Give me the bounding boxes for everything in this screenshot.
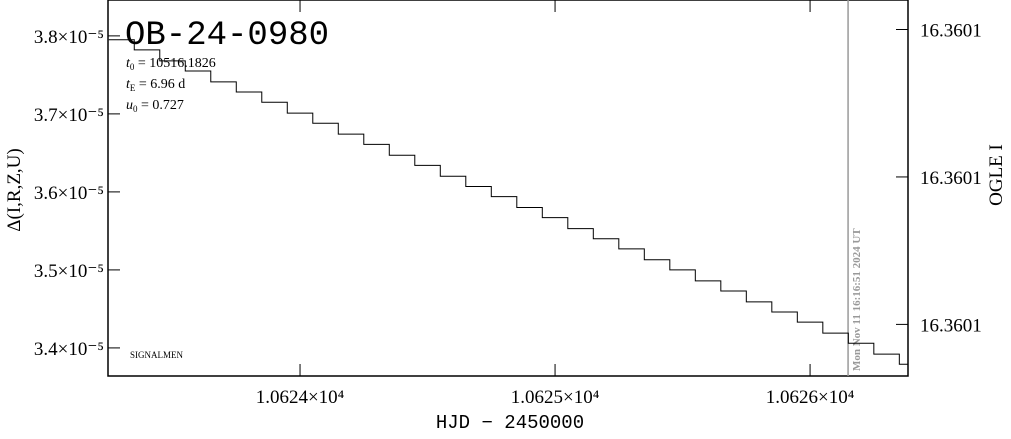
y-tick-label: 3.6×10⁻⁵ [34, 183, 104, 204]
y2-axis-label: OGLE I [986, 144, 1007, 206]
footnote: SIGNALMEN [130, 350, 183, 360]
y-axis-label: Δ(I,R,Z,U) [4, 148, 25, 231]
y-tick-label: 3.8×10⁻⁵ [34, 27, 104, 48]
y2-tick-label: 16.3601 [920, 20, 982, 41]
data-line [108, 39, 908, 365]
plot-frame [107, 0, 909, 377]
parameter: tE = 6.96 d [126, 77, 185, 93]
y-tick-label: 3.7×10⁻⁵ [34, 105, 104, 126]
parameter: u0 = 0.727 [126, 98, 184, 114]
y-tick-label: 3.5×10⁻⁵ [34, 261, 104, 282]
x-tick-label: 1.0624×10⁴ [256, 387, 345, 408]
y2-tick-label: 16.3601 [920, 315, 982, 336]
y2-tick-label: 16.3601 [920, 168, 982, 189]
x-tick-label: 1.0626×10⁴ [766, 387, 855, 408]
marker-label: Mon Nov 11 16:16:51 2024 UT [851, 228, 863, 371]
parameter: t0 = 10516.1826 [126, 56, 216, 72]
x-axis-label: HJD − 2450000 [436, 412, 584, 434]
x-tick-label: 1.0625×10⁴ [511, 387, 600, 408]
chart-title: OB-24-0980 [125, 17, 329, 55]
y-tick-label: 3.4×10⁻⁵ [34, 339, 104, 360]
